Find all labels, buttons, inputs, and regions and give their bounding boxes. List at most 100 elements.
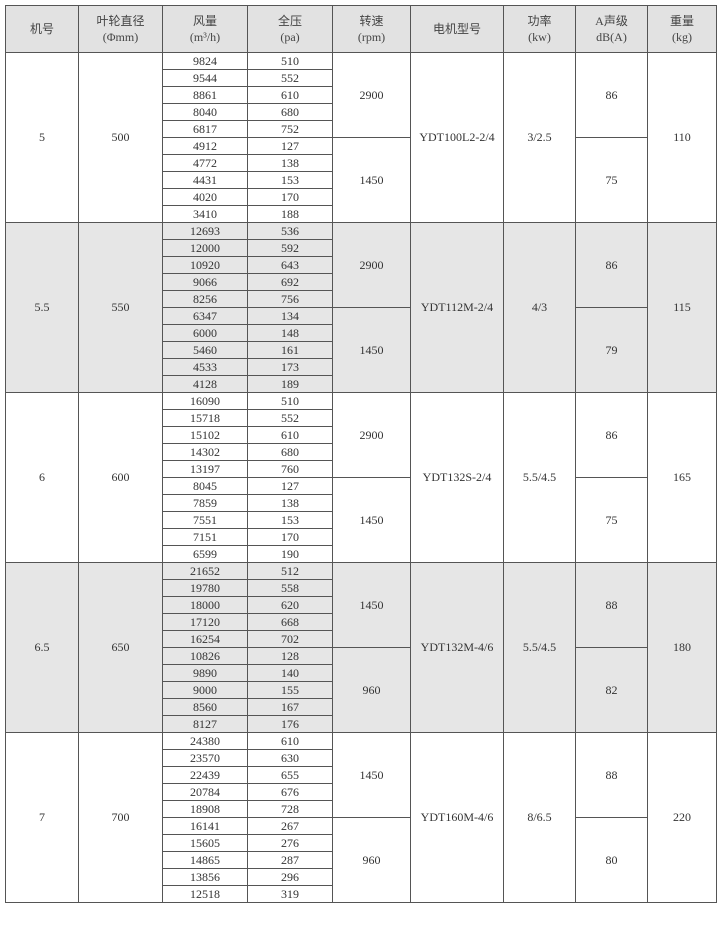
speed-cell: 1450 [332, 732, 411, 818]
pressure-cell: 153 [247, 511, 333, 529]
table-row: 15718 552 [6, 409, 717, 427]
header-label: 重量 [669, 14, 694, 28]
pressure-cell: 610 [247, 86, 333, 104]
table-row: 19780 558 [6, 579, 717, 597]
pressure-cell: 173 [247, 358, 333, 376]
airflow-cell: 24380 [162, 732, 248, 750]
pressure-cell: 552 [247, 409, 333, 427]
noise-cell: 82 [575, 647, 648, 733]
speed-cell: 1450 [332, 137, 411, 223]
header-unit: (Φmm) [102, 30, 139, 44]
airflow-cell: 7151 [162, 528, 248, 546]
header-label: 全压 [277, 14, 302, 28]
airflow-cell: 12000 [162, 239, 248, 257]
header-label: 功率 [527, 14, 552, 28]
header-unit: (kg) [672, 30, 692, 44]
airflow-cell: 5460 [162, 341, 248, 359]
table-row: 18000 620 [6, 596, 717, 614]
airflow-cell: 3410 [162, 205, 248, 223]
pressure-cell: 153 [247, 171, 333, 189]
table-row: 16141 267 960 80 [6, 817, 717, 903]
noise-cell: 88 [575, 732, 648, 818]
pressure-cell: 127 [247, 137, 333, 155]
airflow-cell: 8560 [162, 698, 248, 716]
noise-cell: 79 [575, 307, 648, 393]
table-row: 17120 668 [6, 613, 717, 631]
pressure-cell: 536 [247, 222, 333, 240]
airflow-cell: 8045 [162, 477, 248, 495]
model-cell: 6.5 [5, 562, 79, 733]
airflow-cell: 18000 [162, 596, 248, 614]
airflow-cell: 8256 [162, 290, 248, 308]
airflow-cell: 16141 [162, 817, 248, 835]
pressure-cell: 610 [247, 732, 333, 750]
noise-cell: 75 [575, 477, 648, 563]
header-row: 机号 叶轮直径 (Φmm) 风量 (m³/h) 全压 (pa) 转速 (rpm) 电机型号 功率 (k… [5, 5, 717, 53]
airflow-cell: 4533 [162, 358, 248, 376]
table-row: 8256 756 [6, 290, 717, 308]
motor-cell: YDT112M-2/4 [410, 222, 504, 393]
power-cell: 5.5/4.5 [503, 562, 576, 733]
speed-cell: 2900 [332, 392, 411, 478]
pressure-cell: 510 [247, 52, 333, 70]
speed-header: 转速 (rpm) [332, 5, 411, 53]
pressure-cell: 140 [247, 664, 333, 682]
model-header: 机号 [5, 5, 79, 53]
pressure-cell: 680 [247, 103, 333, 121]
header-label: 转速 [359, 14, 384, 28]
airflow-cell: 4128 [162, 375, 248, 393]
pressure-cell: 643 [247, 256, 333, 274]
pressure-cell: 267 [247, 817, 333, 835]
weight-cell: 220 [647, 732, 717, 903]
table-row: 6 600 16090 510 2900 YDT132S-2/4 5.5/4.5 86 165 [5, 392, 717, 563]
pressure-cell: 319 [247, 885, 333, 903]
airflow-cell: 12693 [162, 222, 248, 240]
airflow-cell: 14865 [162, 851, 248, 869]
airflow-cell: 15605 [162, 834, 248, 852]
airflow-cell: 19780 [162, 579, 248, 597]
pressure-cell: 138 [247, 154, 333, 172]
table-row: 15102 610 [6, 426, 717, 444]
pressure-cell: 276 [247, 834, 333, 852]
pressure-cell: 188 [247, 205, 333, 223]
airflow-cell: 9544 [162, 69, 248, 87]
airflow-cell: 10826 [162, 647, 248, 665]
table-row: 9000 155 [6, 681, 717, 699]
table-row: 4431 153 [6, 171, 717, 189]
table-row: 9066 692 [6, 273, 717, 291]
table-row: 6.5 650 21652 512 1450 YDT132M-4/6 5.5/4.5 88 18… [5, 562, 717, 733]
pressure-cell: 752 [247, 120, 333, 138]
pressure-cell: 610 [247, 426, 333, 444]
weight-header: 重量 (kg) [647, 5, 717, 53]
diameter-cell: 500 [78, 52, 163, 223]
airflow-header: 风量 (m³/h) [162, 5, 248, 53]
airflow-cell: 17120 [162, 613, 248, 631]
pressure-cell: 134 [247, 307, 333, 325]
motor-cell: YDT160M-4/6 [410, 732, 504, 903]
table-row: 13197 760 [6, 460, 717, 478]
airflow-cell: 9066 [162, 273, 248, 291]
pressure-cell: 148 [247, 324, 333, 342]
airflow-cell: 8127 [162, 715, 248, 733]
pressure-cell: 680 [247, 443, 333, 461]
pressure-cell: 655 [247, 766, 333, 784]
table-row: 9890 140 [6, 664, 717, 682]
pressure-cell: 668 [247, 613, 333, 631]
header-unit: dB(A) [596, 30, 627, 44]
airflow-cell: 4020 [162, 188, 248, 206]
weight-cell: 110 [647, 52, 717, 223]
table-row: 20784 676 [6, 783, 717, 801]
airflow-cell: 9890 [162, 664, 248, 682]
pressure-cell: 128 [247, 647, 333, 665]
power-cell: 5.5/4.5 [503, 392, 576, 563]
weight-cell: 165 [647, 392, 717, 563]
header-label: 叶轮直径 [96, 14, 145, 28]
table-row: 18908 728 [6, 800, 717, 818]
airflow-cell: 16254 [162, 630, 248, 648]
table-row: 16254 702 [6, 630, 717, 648]
motor-cell: YDT132S-2/4 [410, 392, 504, 563]
table-row: 7551 153 [6, 511, 717, 529]
table-row: 6000 148 [6, 324, 717, 342]
speed-cell: 1450 [332, 477, 411, 563]
airflow-cell: 13856 [162, 868, 248, 886]
